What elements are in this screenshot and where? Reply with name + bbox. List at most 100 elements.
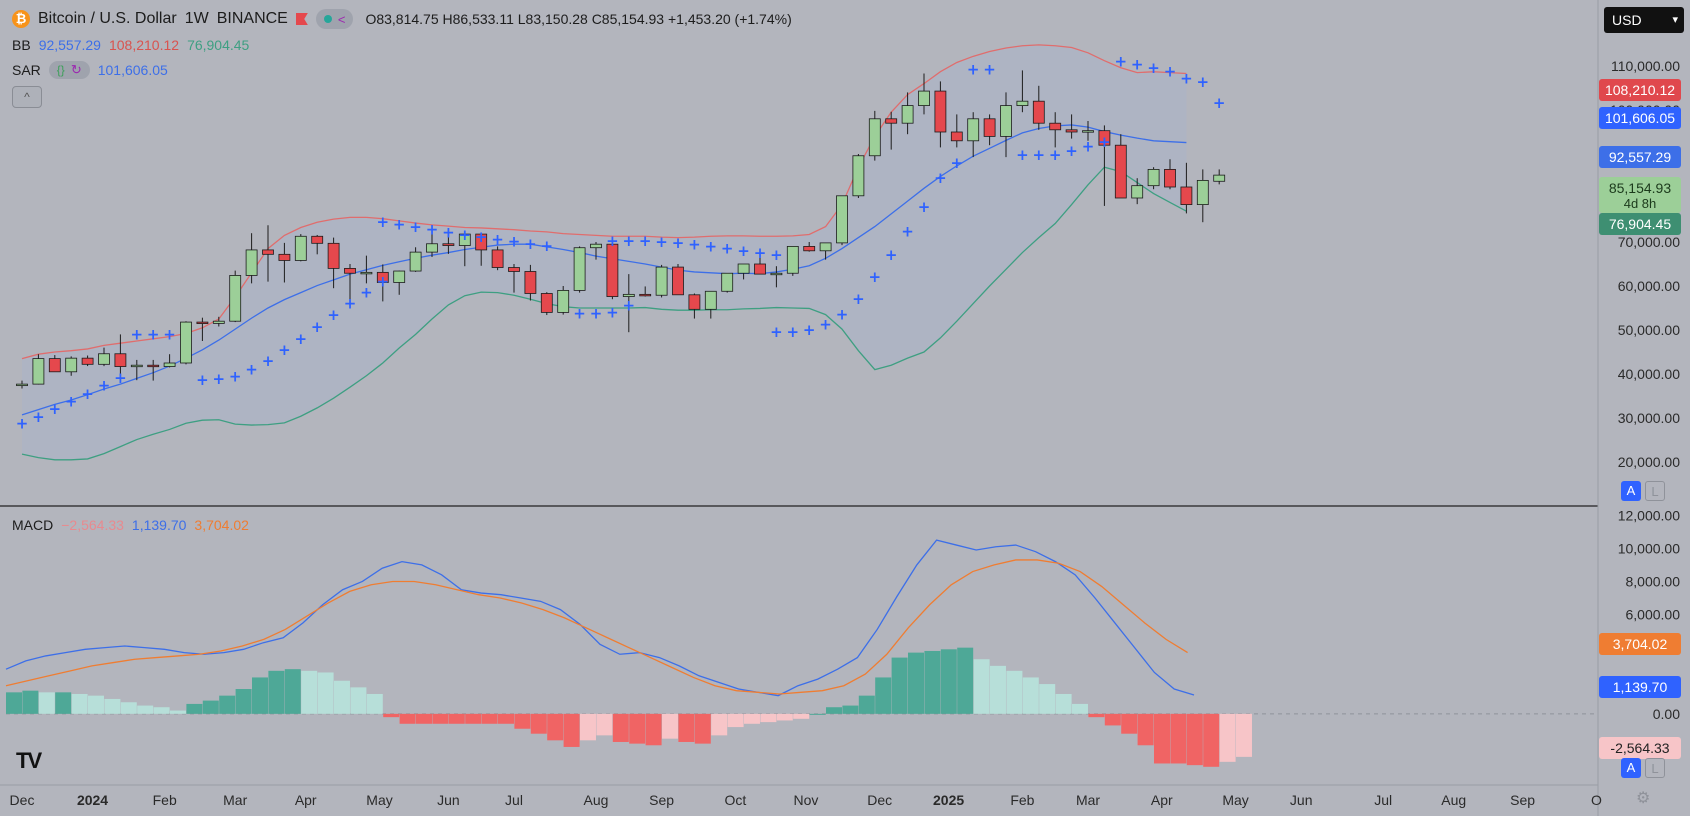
ohlc-readout: O83,814.75 H86,533.11 L83,150.28 C85,154… (365, 11, 792, 27)
candle (721, 272, 734, 292)
candle (393, 270, 406, 283)
sar-point: + (1115, 53, 1128, 71)
refresh-icon: ↻ (70, 62, 82, 77)
market-status-pill[interactable]: < (315, 9, 354, 29)
auto-scale-button[interactable]: A (1621, 481, 1641, 501)
macd-histogram-bar (514, 713, 531, 729)
flag-icon[interactable] (295, 13, 308, 25)
sar-point: + (360, 284, 373, 302)
candle (737, 263, 750, 274)
macd-histogram-bar (842, 705, 859, 714)
macd-histogram-bar (416, 713, 432, 724)
macd-histogram-bar (580, 713, 596, 741)
sar-point: + (426, 221, 439, 239)
macd-histogram-bar (530, 713, 547, 734)
candle (229, 275, 242, 322)
time-axis-label: May (366, 792, 392, 808)
candle (868, 118, 881, 157)
collapse-legend-button[interactable]: ^ (12, 86, 42, 108)
symbol-name[interactable]: Bitcoin / U.S. Dollar (38, 10, 177, 27)
symbol-header: ₿ Bitcoin / U.S. Dollar 1W BINANCE < O83… (12, 9, 792, 29)
sar-settings-pill[interactable]: {} ↻ (48, 61, 90, 79)
sar-point: + (1164, 63, 1177, 81)
sar-point: + (81, 385, 94, 403)
macd-histogram-bar (268, 670, 285, 714)
sar-point: + (262, 352, 275, 370)
macd-histogram-bar (498, 713, 514, 724)
currency-select[interactable]: USD ▾ (1604, 7, 1684, 33)
macd-legend[interactable]: MACD −2,564.33 1,139.70 3,704.02 (12, 517, 249, 533)
sar-point: + (770, 323, 783, 341)
sar-point: + (623, 232, 636, 250)
sar-point: + (754, 244, 767, 262)
candle (508, 267, 520, 272)
log-scale-button[interactable]: L (1645, 481, 1665, 501)
sar-point: + (1033, 146, 1046, 164)
bb-lower-value: 76,904.45 (187, 37, 250, 53)
sar-point: + (196, 371, 209, 389)
candle (311, 235, 324, 244)
sar-point: + (639, 232, 652, 250)
candle (983, 118, 996, 137)
sar-point: + (245, 361, 258, 379)
macd-histogram-bar (744, 713, 760, 724)
macd-histogram-bar (694, 713, 711, 744)
candle (770, 272, 783, 276)
candle (360, 271, 373, 275)
tradingview-logo[interactable]: TV (16, 748, 42, 773)
sar-point: + (32, 408, 45, 426)
macd-axis-tick: 12,000.00 (1618, 507, 1680, 523)
time-axis-label: Jul (505, 792, 523, 808)
candle (655, 266, 668, 296)
macd-histogram-bar (776, 713, 793, 721)
macd-histogram-bar (1219, 713, 1236, 762)
candle (1032, 100, 1045, 124)
macd-histogram-bar (793, 713, 810, 719)
macd-signal-line (5, 559, 1188, 695)
sar-point: + (131, 325, 144, 343)
sar-legend[interactable]: SAR {} ↻ 101,606.05 (12, 61, 168, 79)
macd-histogram-bar (284, 669, 301, 714)
candle (344, 267, 356, 274)
macd-histogram-bar (858, 695, 875, 714)
time-axis-label: Dec (867, 792, 892, 808)
sar-point: + (885, 246, 898, 264)
bb-legend[interactable]: BB 92,557.29 108,210.12 76,904.45 (12, 37, 249, 53)
macd-histogram-bar (55, 692, 72, 714)
macd-histogram-bar (1022, 677, 1039, 714)
time-axis-label: May (1222, 792, 1248, 808)
sar-point: + (1065, 142, 1078, 160)
macd-histogram-bar (137, 705, 154, 714)
sar-point: + (705, 237, 718, 255)
macd-histogram-bar (1121, 713, 1138, 734)
candle (196, 321, 209, 324)
candle (1065, 129, 1078, 133)
candle (967, 118, 980, 142)
macd-auto-scale-button[interactable]: A (1621, 758, 1641, 778)
candle (672, 266, 684, 296)
candle (622, 293, 635, 297)
sar-point: + (213, 370, 226, 388)
time-axis-label: Nov (793, 792, 818, 808)
macd-log-scale-button[interactable]: L (1645, 758, 1665, 778)
macd-signal-tag: 3,704.02 (1599, 633, 1681, 655)
sar-point: + (508, 233, 521, 251)
candle (786, 245, 799, 274)
macd-histogram-bar (120, 702, 137, 714)
interval[interactable]: 1W (184, 10, 209, 27)
gear-icon[interactable]: ⚙ (1636, 790, 1651, 807)
sar-point: + (163, 325, 176, 343)
time-axis-label: Mar (1076, 792, 1100, 808)
candle (1000, 105, 1012, 137)
macd-histogram-bar (727, 713, 744, 728)
macd-histogram-bar (481, 713, 498, 724)
macd-histogram-bar (153, 707, 170, 714)
macd-histogram-bar (1170, 713, 1187, 764)
macd-histogram-bar (957, 647, 974, 714)
bb-lower-tag: 76,904.45 (1599, 213, 1681, 235)
time-axis-label: Jun (1290, 792, 1313, 808)
macd-histogram-bar (924, 650, 941, 714)
sar-point: + (901, 222, 914, 240)
